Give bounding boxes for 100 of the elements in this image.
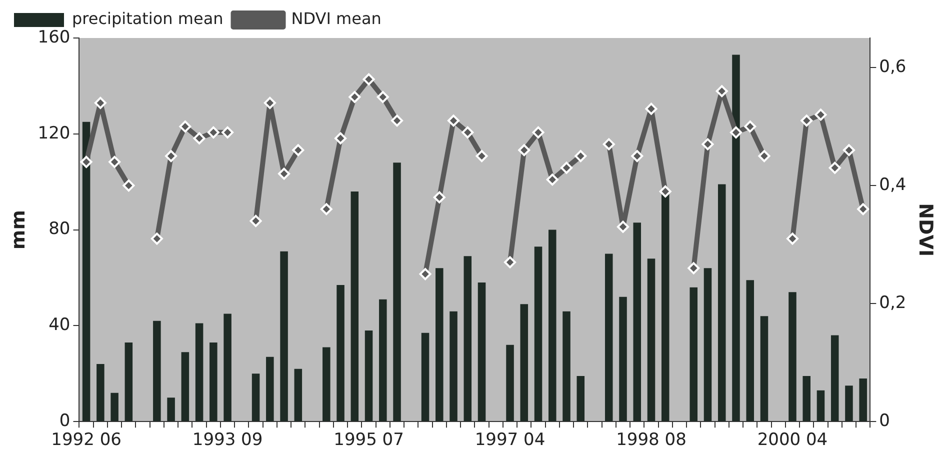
- bar: [604, 254, 613, 422]
- point: [264, 96, 276, 109]
- y2-axis-title: NDVI: [914, 203, 937, 257]
- bar: [280, 251, 288, 422]
- bar: [195, 323, 204, 422]
- point: [362, 73, 375, 86]
- point: [122, 180, 135, 192]
- y-tick-label: 0: [59, 411, 70, 432]
- bar: [788, 292, 796, 422]
- point: [334, 132, 347, 144]
- bar: [322, 347, 330, 422]
- y2-tick-label: 0,6: [879, 56, 906, 77]
- point: [462, 126, 474, 138]
- point: [602, 138, 615, 150]
- point: [193, 132, 206, 144]
- bar: [436, 268, 444, 422]
- point: [659, 185, 672, 198]
- bar: [816, 390, 825, 422]
- bar: [562, 311, 570, 422]
- y-tick-label: 80: [48, 219, 70, 240]
- bar: [124, 342, 133, 422]
- bar: [746, 280, 754, 422]
- bar: [830, 335, 839, 422]
- point: [786, 232, 798, 245]
- x-tick-label: 1998 08: [616, 430, 686, 450]
- bar: [350, 191, 359, 422]
- point: [292, 144, 304, 156]
- bar: [167, 398, 175, 422]
- point: [207, 126, 220, 138]
- y2-tick-label: 0,4: [879, 174, 906, 195]
- x-tick-label: 2000 04: [757, 430, 828, 450]
- point: [730, 126, 742, 138]
- bar: [619, 296, 627, 422]
- bar: [845, 386, 853, 422]
- bar: [647, 258, 656, 422]
- point: [108, 156, 121, 168]
- bar: [210, 342, 218, 422]
- bar: [393, 162, 401, 422]
- bar: [336, 284, 344, 422]
- x-tick-label: 1997 04: [474, 430, 546, 450]
- y2-tick-label: 0: [879, 411, 890, 432]
- x-tick-label: 1992 06: [51, 430, 122, 450]
- bar: [718, 184, 726, 422]
- bar: [478, 282, 486, 422]
- bar: [690, 287, 698, 422]
- point: [419, 268, 432, 280]
- point: [278, 168, 290, 180]
- point: [376, 91, 389, 104]
- point: [94, 96, 106, 109]
- legend-label: NDVI mean: [291, 9, 382, 28]
- point: [645, 102, 658, 115]
- point: [688, 262, 700, 274]
- x-tick-label: 1995 07: [334, 430, 404, 450]
- bar: [450, 311, 458, 422]
- y-axis-title: mm: [7, 210, 30, 250]
- y-tick-label: 160: [38, 27, 70, 48]
- bar: [633, 222, 642, 422]
- bar: [534, 246, 542, 422]
- point: [716, 85, 728, 98]
- point: [560, 162, 573, 174]
- point: [222, 126, 234, 138]
- point: [320, 203, 332, 216]
- point: [504, 256, 516, 268]
- bar: [548, 230, 556, 422]
- point: [476, 150, 488, 162]
- point: [518, 144, 530, 156]
- point: [546, 174, 558, 186]
- bar: [421, 332, 430, 422]
- bar: [704, 268, 712, 422]
- point: [828, 162, 841, 174]
- point: [165, 150, 178, 162]
- bar: [379, 299, 387, 422]
- y-tick-label: 40: [48, 315, 70, 336]
- bar: [464, 256, 472, 422]
- legend-label: precipitation mean: [72, 9, 224, 28]
- bar: [110, 392, 118, 422]
- bar: [266, 356, 274, 422]
- point: [179, 120, 192, 133]
- bar: [294, 368, 302, 422]
- point: [857, 203, 870, 216]
- bar: [224, 314, 232, 422]
- bar: [82, 122, 90, 422]
- bar: [520, 304, 528, 422]
- point: [800, 114, 813, 127]
- point: [702, 138, 714, 150]
- point: [842, 144, 855, 156]
- point: [348, 91, 361, 104]
- bar: [181, 352, 190, 422]
- y-tick-label: 120: [38, 123, 70, 144]
- bar: [760, 316, 768, 422]
- bar: [153, 320, 161, 422]
- point: [433, 191, 446, 204]
- y2-tick-label: 0,2: [879, 292, 906, 313]
- point: [574, 150, 587, 162]
- point: [391, 114, 404, 127]
- bar: [859, 378, 867, 422]
- point: [758, 150, 770, 162]
- point: [448, 114, 460, 127]
- point: [617, 220, 630, 233]
- point: [814, 108, 827, 121]
